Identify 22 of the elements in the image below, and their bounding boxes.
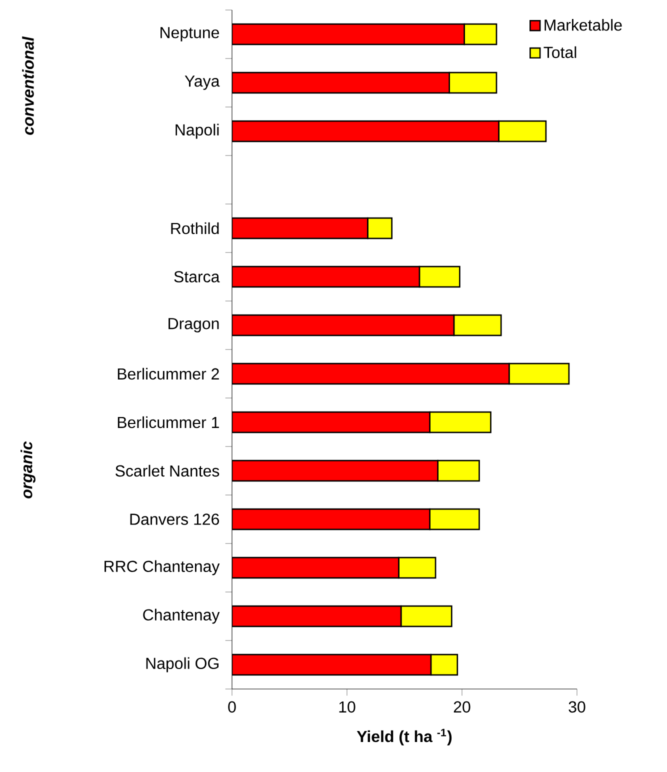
y-tick-label: Dragon bbox=[168, 318, 219, 332]
y-tick-label: Danvers 126 bbox=[130, 514, 219, 525]
y-tick-label: Napoli bbox=[176, 124, 219, 139]
text: organic bbox=[20, 441, 36, 498]
x-tick-label: 20 bbox=[454, 701, 470, 713]
y-tick-label: Starca bbox=[174, 271, 220, 282]
x-axis-title: Yield (t ha $^{-1}$) bbox=[356, 728, 452, 746]
y-tick-label: Berlicummer 1 bbox=[118, 416, 219, 428]
legend-label: Marketable bbox=[544, 19, 622, 31]
x-tick-label: 10 bbox=[339, 701, 356, 713]
y-tick-label: Scarlet Nantes bbox=[116, 464, 220, 477]
x-tick-label: 0 bbox=[228, 701, 236, 713]
x-tick-label: 30 bbox=[568, 701, 586, 713]
y-tick-label: Chantenay bbox=[143, 608, 220, 624]
text: conventional bbox=[22, 36, 34, 135]
y-tick-label: Rothild bbox=[171, 222, 219, 234]
legend-label: Total bbox=[544, 46, 576, 58]
y-tick-label: RRC Chantenay bbox=[104, 560, 220, 576]
y-tick-label: Berlicummer 2 bbox=[118, 368, 219, 380]
y-tick-label: Neptune bbox=[160, 27, 219, 42]
y-tick-label: Napoli OG bbox=[146, 657, 219, 672]
y-tick-label: Yaya bbox=[184, 76, 220, 90]
